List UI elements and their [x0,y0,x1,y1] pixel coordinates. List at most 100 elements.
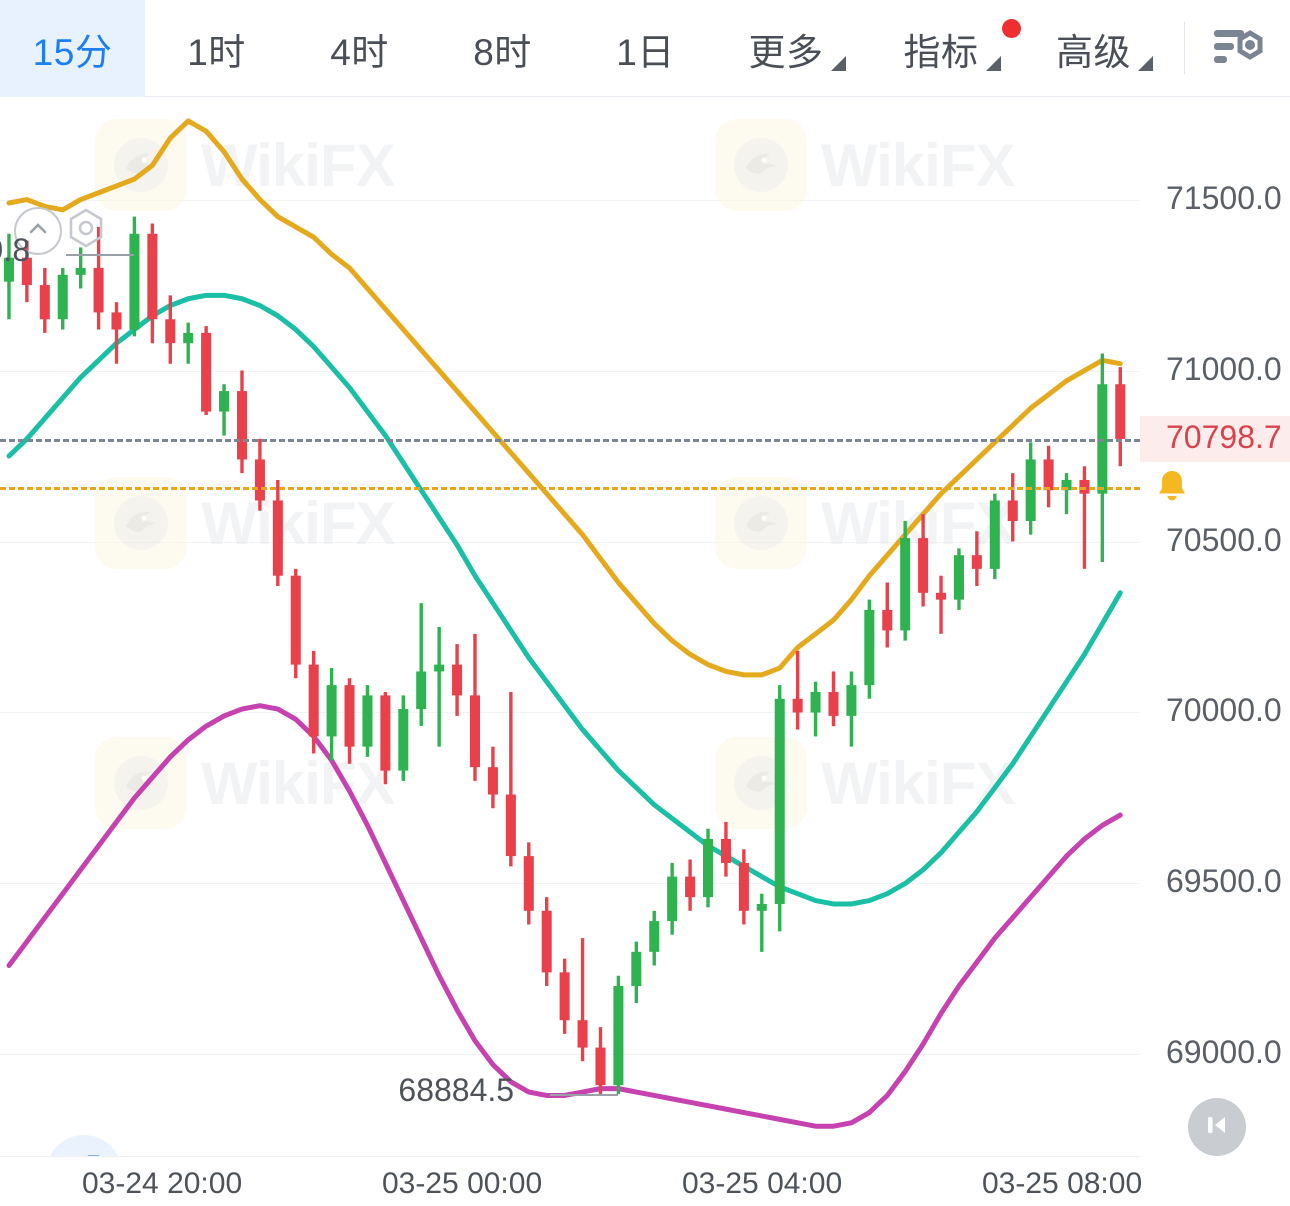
gridline [0,1054,1140,1056]
gridline [0,883,1140,885]
timeframe-tab-6[interactable]: 指标 [877,0,1027,97]
candle-body [452,664,463,696]
candle-body [416,671,427,710]
candle-body [559,972,570,1021]
gridline [0,199,1140,201]
candle-body [290,575,301,665]
candle-body [971,555,982,569]
toolbar-divider [1184,22,1185,74]
time-axis: 03-24 20:00 03-25 00:00 03-25 04:00 03-25 0… [0,1157,1290,1206]
candle-body [1115,384,1126,439]
candle-body [147,233,158,320]
high-price-marker-label: 71339.8 [0,232,31,269]
candle-body [810,691,821,713]
candle-body [774,698,785,904]
candle-body [165,319,176,344]
timeframe-tab-1[interactable]: 1时 [145,0,288,97]
price-alert-line [0,486,1140,490]
price-alert-bell-icon[interactable] [1150,465,1194,509]
candle-body [93,267,104,313]
price-axis[interactable]: 71500.0 71000.0 70500.0 70000.0 69500.0 69000… [1140,97,1290,1157]
timeframe-tab-0[interactable]: 15分 [0,0,145,97]
collapse-panel-button[interactable] [14,207,62,255]
time-axis-separator [0,1156,1290,1157]
candle-body [236,391,247,460]
candle-body [3,257,14,282]
notification-dot [1002,19,1021,38]
timeframe-tab-5[interactable]: 更多 [717,0,877,97]
timeframe-tab-label: 更多 [748,31,824,73]
candle-body [756,903,767,911]
ma-line-MA-slow [6,703,1123,1129]
candle-body [1043,459,1054,491]
candle-body [219,391,230,412]
candle-body [129,233,140,330]
current-price-badge [1140,416,1290,463]
candle-body [595,1047,606,1086]
candle-body [953,555,964,600]
candle-body [398,709,409,771]
gridline [0,370,1140,372]
gridline [0,541,1140,543]
candle-body [57,274,68,320]
candle-body [667,876,678,922]
timeframe-toolbar: 15分 1时 4时 8时 1日 更多 指标 高级 [0,0,1290,97]
time-axis-tick: 03-25 08:00 [982,1167,1143,1200]
candle-body [828,691,839,716]
timeframe-tab-4[interactable]: 1日 [574,0,717,97]
timeframe-tab-7[interactable]: 高级 [1027,0,1182,97]
dropdown-caret-icon [1138,56,1153,71]
current-price-label: 70798.7 [1166,419,1282,456]
candle-body [111,312,122,330]
timeframe-tab-label: 高级 [1056,31,1131,73]
candle-body [918,538,929,593]
candle-body [703,839,714,898]
current-price-line [0,439,1140,443]
price-axis-tick: 70000.0 [1166,692,1282,729]
dropdown-caret-icon [830,56,846,71]
low-price-marker-label: 68884.5 [398,1071,515,1108]
candle-body [900,538,911,631]
timeframe-tab-label: 指标 [903,31,979,73]
skip-to-start-button[interactable] [1188,1098,1246,1156]
candle-body [882,609,893,631]
candle-body [380,695,391,771]
ma-line-MA-fast [6,118,1123,678]
candle-body [738,862,749,911]
ma-line-MA-mid [6,292,1123,907]
candle-body [541,910,552,973]
timeframe-tab-label: 8时 [473,31,532,73]
candle-body [75,267,86,275]
candle-body [1025,459,1036,521]
time-axis-tick: 03-24 20:00 [82,1167,243,1200]
candle-body [613,986,624,1086]
timeframe-tab-3[interactable]: 8时 [431,0,574,97]
candle-body [685,876,696,898]
timeframe-tab-2[interactable]: 4时 [288,0,431,97]
candle-body [720,839,731,863]
candle-body [846,685,857,716]
high-price-marker-leader [66,254,135,257]
candle-body [272,500,283,576]
time-axis-tick: 03-25 00:00 [382,1167,543,1200]
candle-body [1007,500,1018,521]
hex-gear-icon [62,205,110,258]
candle-body [989,500,1000,569]
price-axis-tick: 71500.0 [1166,179,1282,216]
candle-body [505,794,516,857]
price-axis-tick: 69000.0 [1166,1034,1282,1071]
candle-body [523,856,534,911]
timeframe-tabs: 15分 1时 4时 8时 1日 更多 指标 高级 [0,0,1182,97]
chart-settings-button[interactable] [1187,0,1290,97]
candle-body [936,592,947,600]
candlestick-chart[interactable]: WikiFX WikiFX WikiFX [0,97,1140,1157]
price-axis-tick: 71000.0 [1166,350,1282,387]
candle-body [39,285,50,320]
candle-body [308,664,319,737]
candle-body [469,695,481,768]
candle-body [577,1020,588,1048]
candle-body [254,459,265,501]
indicator-settings-button[interactable] [62,207,110,255]
candle-body [362,695,373,747]
